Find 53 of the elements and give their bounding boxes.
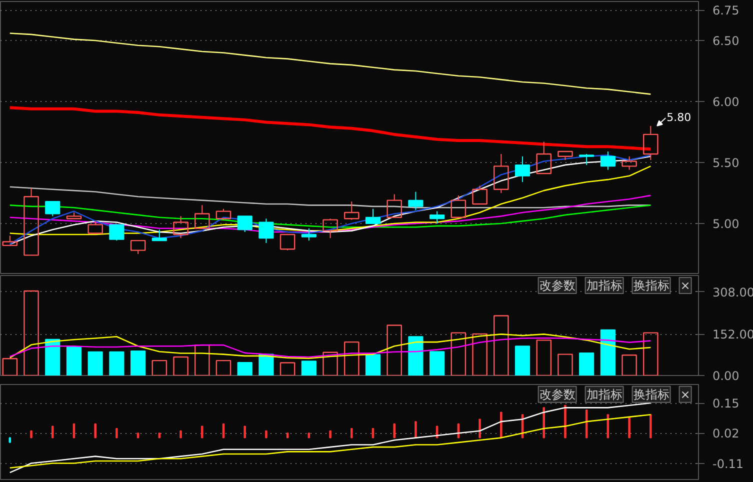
bar [152, 360, 168, 376]
y-tick-label: 6.50 [712, 34, 740, 48]
annotation: 换指标 [633, 387, 670, 402]
annotation: 加指标 [586, 387, 622, 402]
candlestick [600, 151, 616, 170]
bar [365, 354, 381, 376]
bar [430, 351, 445, 376]
bar [344, 341, 360, 376]
text: 5.80 [666, 110, 692, 124]
y-tick-label: 6.00 [712, 95, 740, 110]
annotation: 改参数 [539, 387, 576, 402]
bar [514, 346, 530, 376]
bar [622, 354, 637, 376]
bar [280, 362, 296, 376]
text: × [680, 387, 690, 402]
y-tick-label: 5.00 [712, 216, 740, 231]
candlestick [514, 156, 530, 183]
bar [66, 346, 82, 376]
candlestick [643, 125, 658, 161]
bar [558, 354, 573, 376]
bar [579, 352, 594, 376]
bar [130, 350, 146, 376]
bar [109, 351, 124, 376]
bar [322, 352, 338, 376]
bar [494, 315, 509, 376]
bar [45, 338, 60, 376]
annotation: 换指标 [633, 278, 670, 292]
y-tick-label: 0.15 [712, 396, 740, 411]
y-tick-label: 6.75 [712, 4, 740, 18]
y-tick-label: 5.50 [712, 156, 740, 170]
bar [88, 351, 103, 376]
annotation: 改参数 [539, 278, 576, 292]
y-tick-label: 0.00 [712, 369, 740, 383]
bar [386, 324, 402, 376]
y-tick-label: 0.02 [712, 426, 740, 441]
bar [450, 332, 466, 376]
bar [472, 333, 488, 376]
bar [216, 360, 232, 376]
bar [173, 356, 188, 376]
text: × [680, 278, 690, 292]
annotation: 加指标 [586, 278, 622, 292]
bar [2, 358, 18, 376]
bar [643, 332, 658, 376]
bar [408, 336, 424, 376]
bar [536, 340, 552, 376]
bar [237, 362, 252, 376]
y-tick-label: -0.11 [712, 456, 744, 471]
candlestick [258, 218, 274, 244]
bar [600, 329, 616, 376]
bar [301, 360, 316, 376]
bar [24, 290, 39, 376]
line-series [9, 32, 652, 95]
line-series [9, 414, 652, 469]
